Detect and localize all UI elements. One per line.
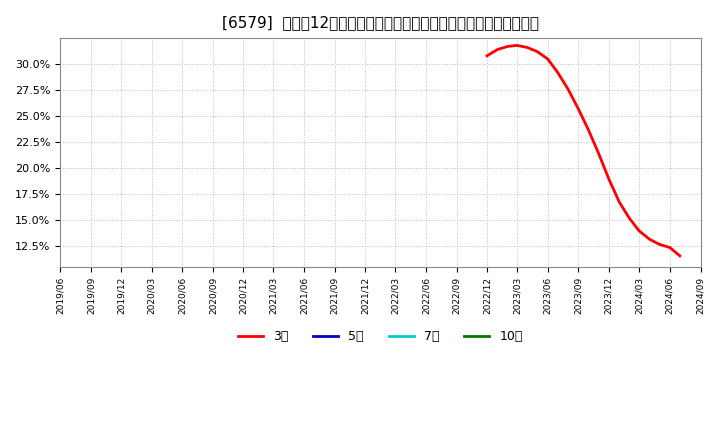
Legend: 3年, 5年, 7年, 10年: 3年, 5年, 7年, 10年 — [233, 325, 528, 348]
Title: [6579]  売上高12か月移動合計の対前年同期増減率の標準偏差の推移: [6579] 売上高12か月移動合計の対前年同期増減率の標準偏差の推移 — [222, 15, 539, 30]
